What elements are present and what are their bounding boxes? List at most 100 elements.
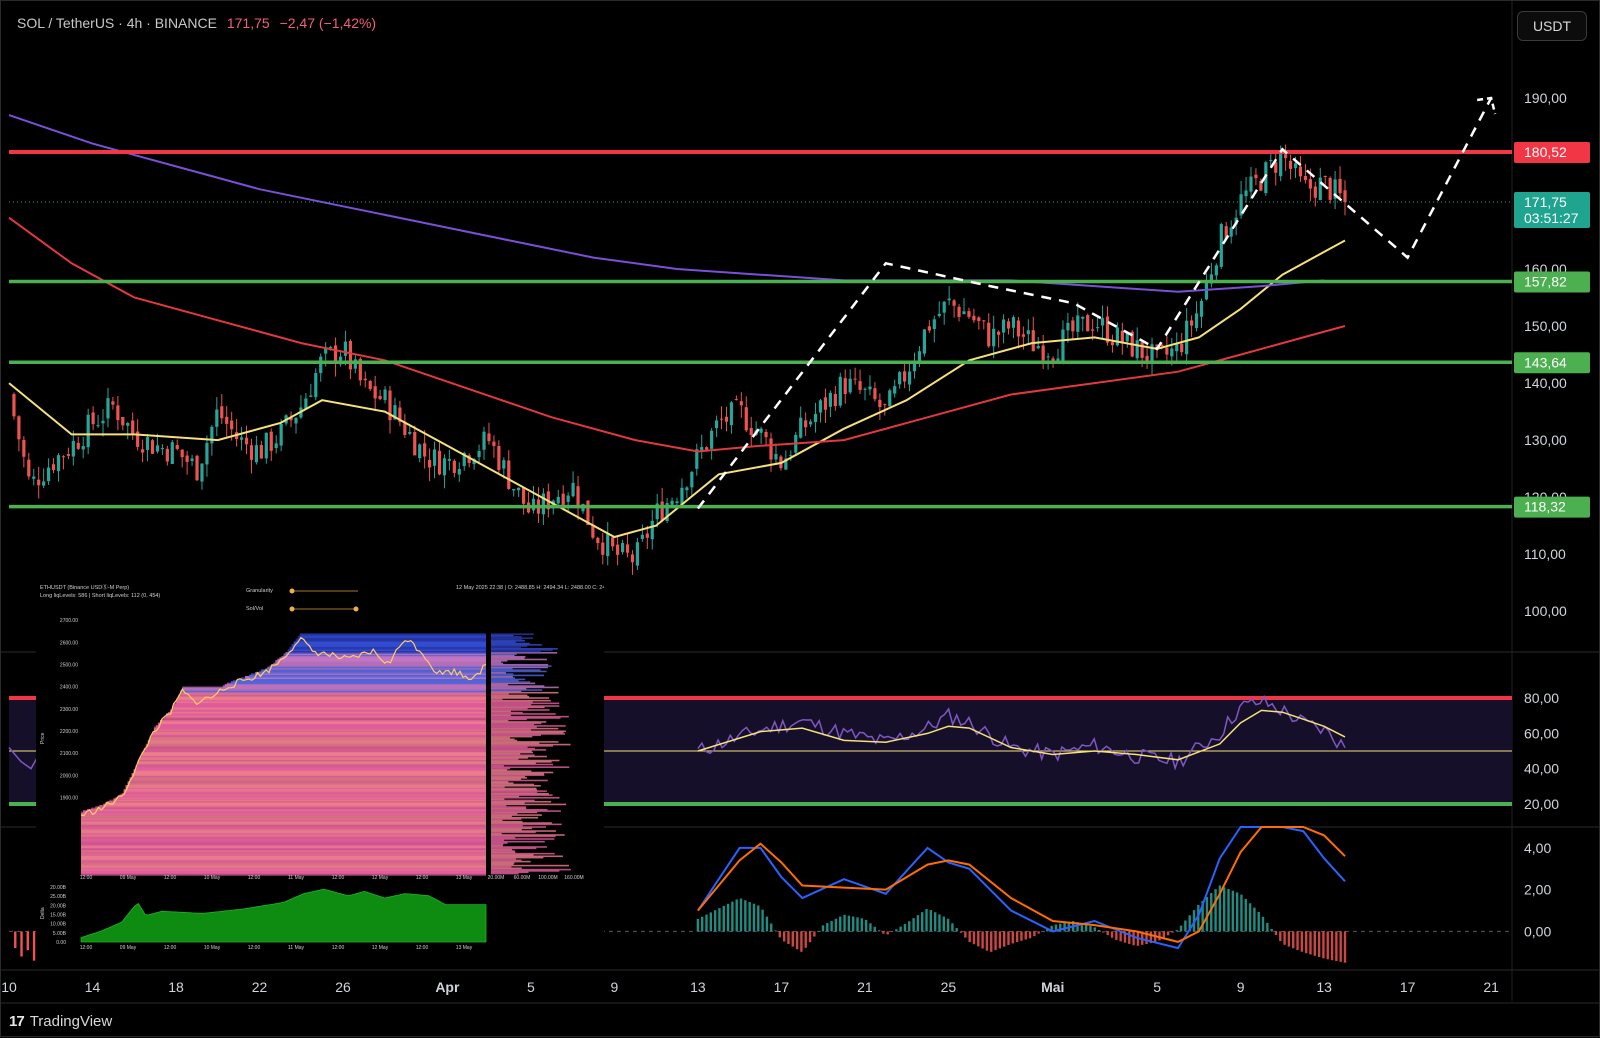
candle-body	[646, 533, 649, 537]
candle-body	[96, 425, 99, 426]
macd-histogram-bar	[1240, 895, 1242, 932]
candle-body	[814, 414, 817, 422]
candle-body	[799, 418, 802, 438]
candle-body	[1309, 179, 1312, 188]
heatmap-side-tick: 160.00M	[564, 875, 583, 881]
candle-body	[1007, 321, 1010, 328]
candle-body	[1244, 190, 1247, 196]
macd-histogram-bar	[981, 931, 983, 948]
candle-body	[423, 443, 426, 456]
macd-histogram-bar	[1249, 903, 1251, 931]
candle-body	[680, 488, 683, 504]
currency-button[interactable]: USDT	[1517, 11, 1587, 41]
heatmap-side-bar	[491, 834, 565, 836]
tradingview-brand[interactable]: 17 TradingView	[9, 1013, 112, 1030]
candle-body	[448, 459, 451, 461]
macd-histogram-bar	[731, 902, 733, 932]
macd-histogram-bar	[1331, 931, 1333, 960]
candle-body	[606, 534, 609, 556]
macd-histogram-bar	[757, 905, 759, 931]
candle-body	[349, 341, 352, 369]
macd-histogram-bar	[718, 908, 720, 931]
macd-axis-tick: 0,00	[1524, 923, 1551, 939]
heatmap-y-label: Price	[40, 732, 46, 744]
candle-body	[379, 396, 382, 399]
candle-body	[957, 307, 960, 317]
candle-body	[774, 454, 777, 460]
candle-body	[1027, 330, 1030, 334]
macd-histogram-bar	[1296, 931, 1298, 950]
candle-body	[111, 401, 114, 404]
heatmap-y-tick: 1900.00	[60, 795, 78, 801]
candle-body	[690, 472, 693, 487]
candle-body	[512, 489, 515, 490]
candle-body	[433, 449, 436, 465]
macd-histogram-bar	[895, 929, 897, 931]
macd-histogram-bar	[1318, 931, 1320, 957]
macd-histogram-bar	[1111, 931, 1113, 937]
candle-body	[952, 300, 955, 305]
macd-histogram-bar	[1266, 923, 1268, 932]
candle-body	[651, 521, 654, 539]
candle-body	[1299, 167, 1302, 177]
candle-body	[670, 501, 673, 505]
candle-body	[1071, 320, 1074, 331]
macd-histogram-bar	[1292, 931, 1294, 948]
macd-histogram-bar	[856, 917, 858, 931]
macd-histogram-bar	[848, 916, 850, 932]
macd-histogram-bar	[787, 931, 789, 944]
candle-body	[601, 543, 604, 555]
macd-histogram-bar	[1176, 930, 1178, 931]
candle-body	[146, 437, 149, 450]
candle-body	[675, 501, 678, 503]
candle-body	[126, 423, 129, 426]
heatmap-y-tick: 2400.00	[60, 685, 78, 691]
macd-histogram-bar	[986, 931, 988, 950]
heatmap-band	[300, 633, 486, 636]
macd-histogram-bar	[813, 931, 815, 936]
candle-body	[492, 442, 495, 446]
delta-area	[81, 889, 486, 942]
candle-body	[37, 480, 40, 486]
macd-histogram-bar	[1098, 930, 1100, 931]
candle-body	[1081, 317, 1084, 319]
delta-x-tick: 12:00	[164, 945, 177, 951]
macd-histogram-bar	[1132, 931, 1134, 945]
candle-body	[458, 469, 461, 475]
candle-body	[987, 323, 990, 347]
symbol-header[interactable]: SOL / TetherUS · 4h · BINANCE 171,75 −2,…	[17, 15, 376, 31]
macd-histogram-bar	[766, 917, 768, 932]
delta-x-tick: 12:00	[248, 945, 261, 951]
candle-body	[1254, 175, 1257, 178]
inset-title: ETHUSDT (Binance USDⓈ-M Perp)	[40, 583, 129, 591]
candle-body	[616, 545, 619, 555]
macd-histogram-bar	[990, 931, 992, 951]
candle-body	[116, 405, 119, 420]
candle-body	[878, 400, 881, 407]
candle-body	[962, 311, 965, 314]
macd-histogram-bar	[830, 921, 832, 932]
candle-body	[858, 381, 861, 390]
candle-body	[1141, 342, 1144, 358]
delta-y-label: Delta	[40, 907, 46, 919]
rsi-axis-tick: 80,00	[1524, 690, 1559, 706]
macd-histogram-bar	[956, 928, 958, 931]
candle-body	[948, 299, 951, 301]
candle-body	[596, 538, 599, 543]
candle-body	[265, 433, 268, 459]
macd-histogram-bar	[1232, 891, 1234, 932]
macd-histogram-bar	[705, 915, 707, 932]
candle-body	[1220, 224, 1223, 267]
candle-body	[1324, 176, 1327, 177]
macd-histogram-bar	[1223, 887, 1225, 931]
macd-histogram-bar	[805, 931, 807, 947]
delta-x-tick: 09 May	[120, 945, 137, 951]
candle-body	[938, 314, 941, 316]
macd-histogram-bar	[908, 921, 910, 931]
heatmap-x-tick: 09 May	[120, 875, 137, 881]
candle-body	[87, 415, 90, 447]
delta-x-tick: 12:00	[332, 945, 345, 951]
candle-body	[106, 398, 109, 418]
candle-body	[1314, 186, 1317, 197]
price-axis-tick: 150,00	[1524, 318, 1567, 334]
